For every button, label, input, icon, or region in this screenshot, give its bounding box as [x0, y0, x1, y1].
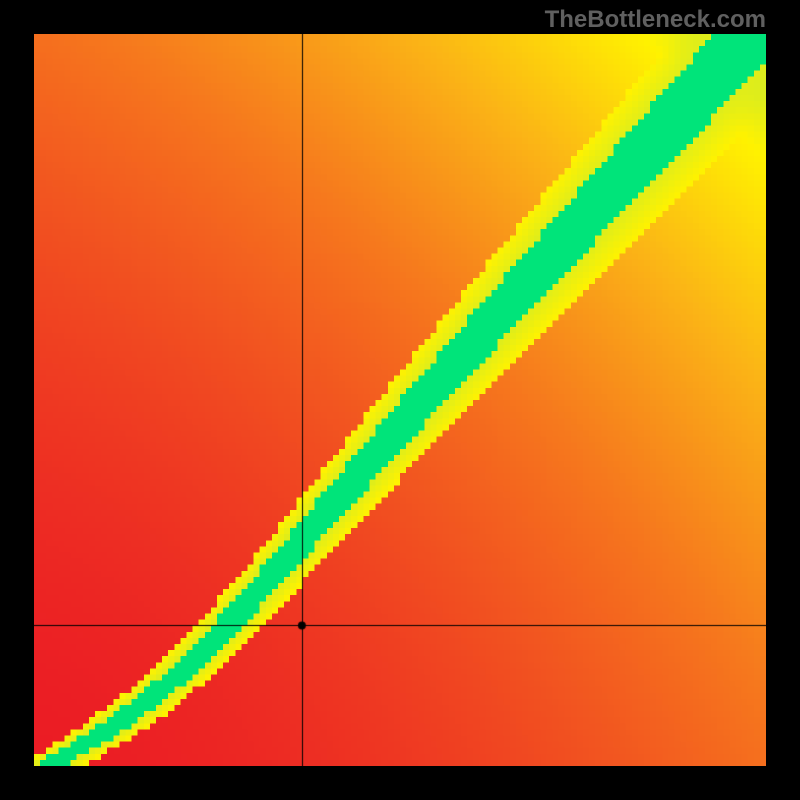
chart-container: TheBottleneck.com	[0, 0, 800, 800]
crosshair-overlay	[34, 34, 766, 766]
watermark-text: TheBottleneck.com	[545, 6, 766, 34]
